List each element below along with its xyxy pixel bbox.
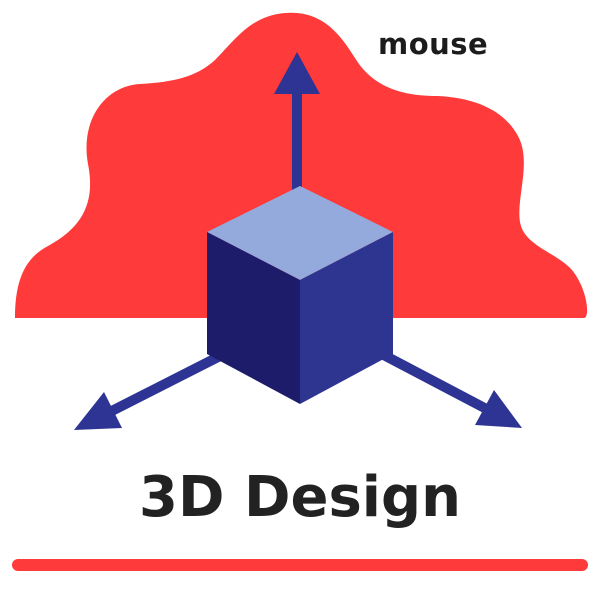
cube-icon [207,186,393,404]
cube-left-face [207,232,300,404]
arrow-down-left-icon [74,350,225,430]
cube-right-face [300,232,393,404]
cube-top-face [207,186,393,280]
wordmark-mouse: mouse [378,27,489,61]
page-title: 3D Design [139,465,461,530]
arrow-down-right-icon [375,347,522,428]
title-underline-bar [12,559,588,571]
arrow-up-icon [274,52,320,217]
